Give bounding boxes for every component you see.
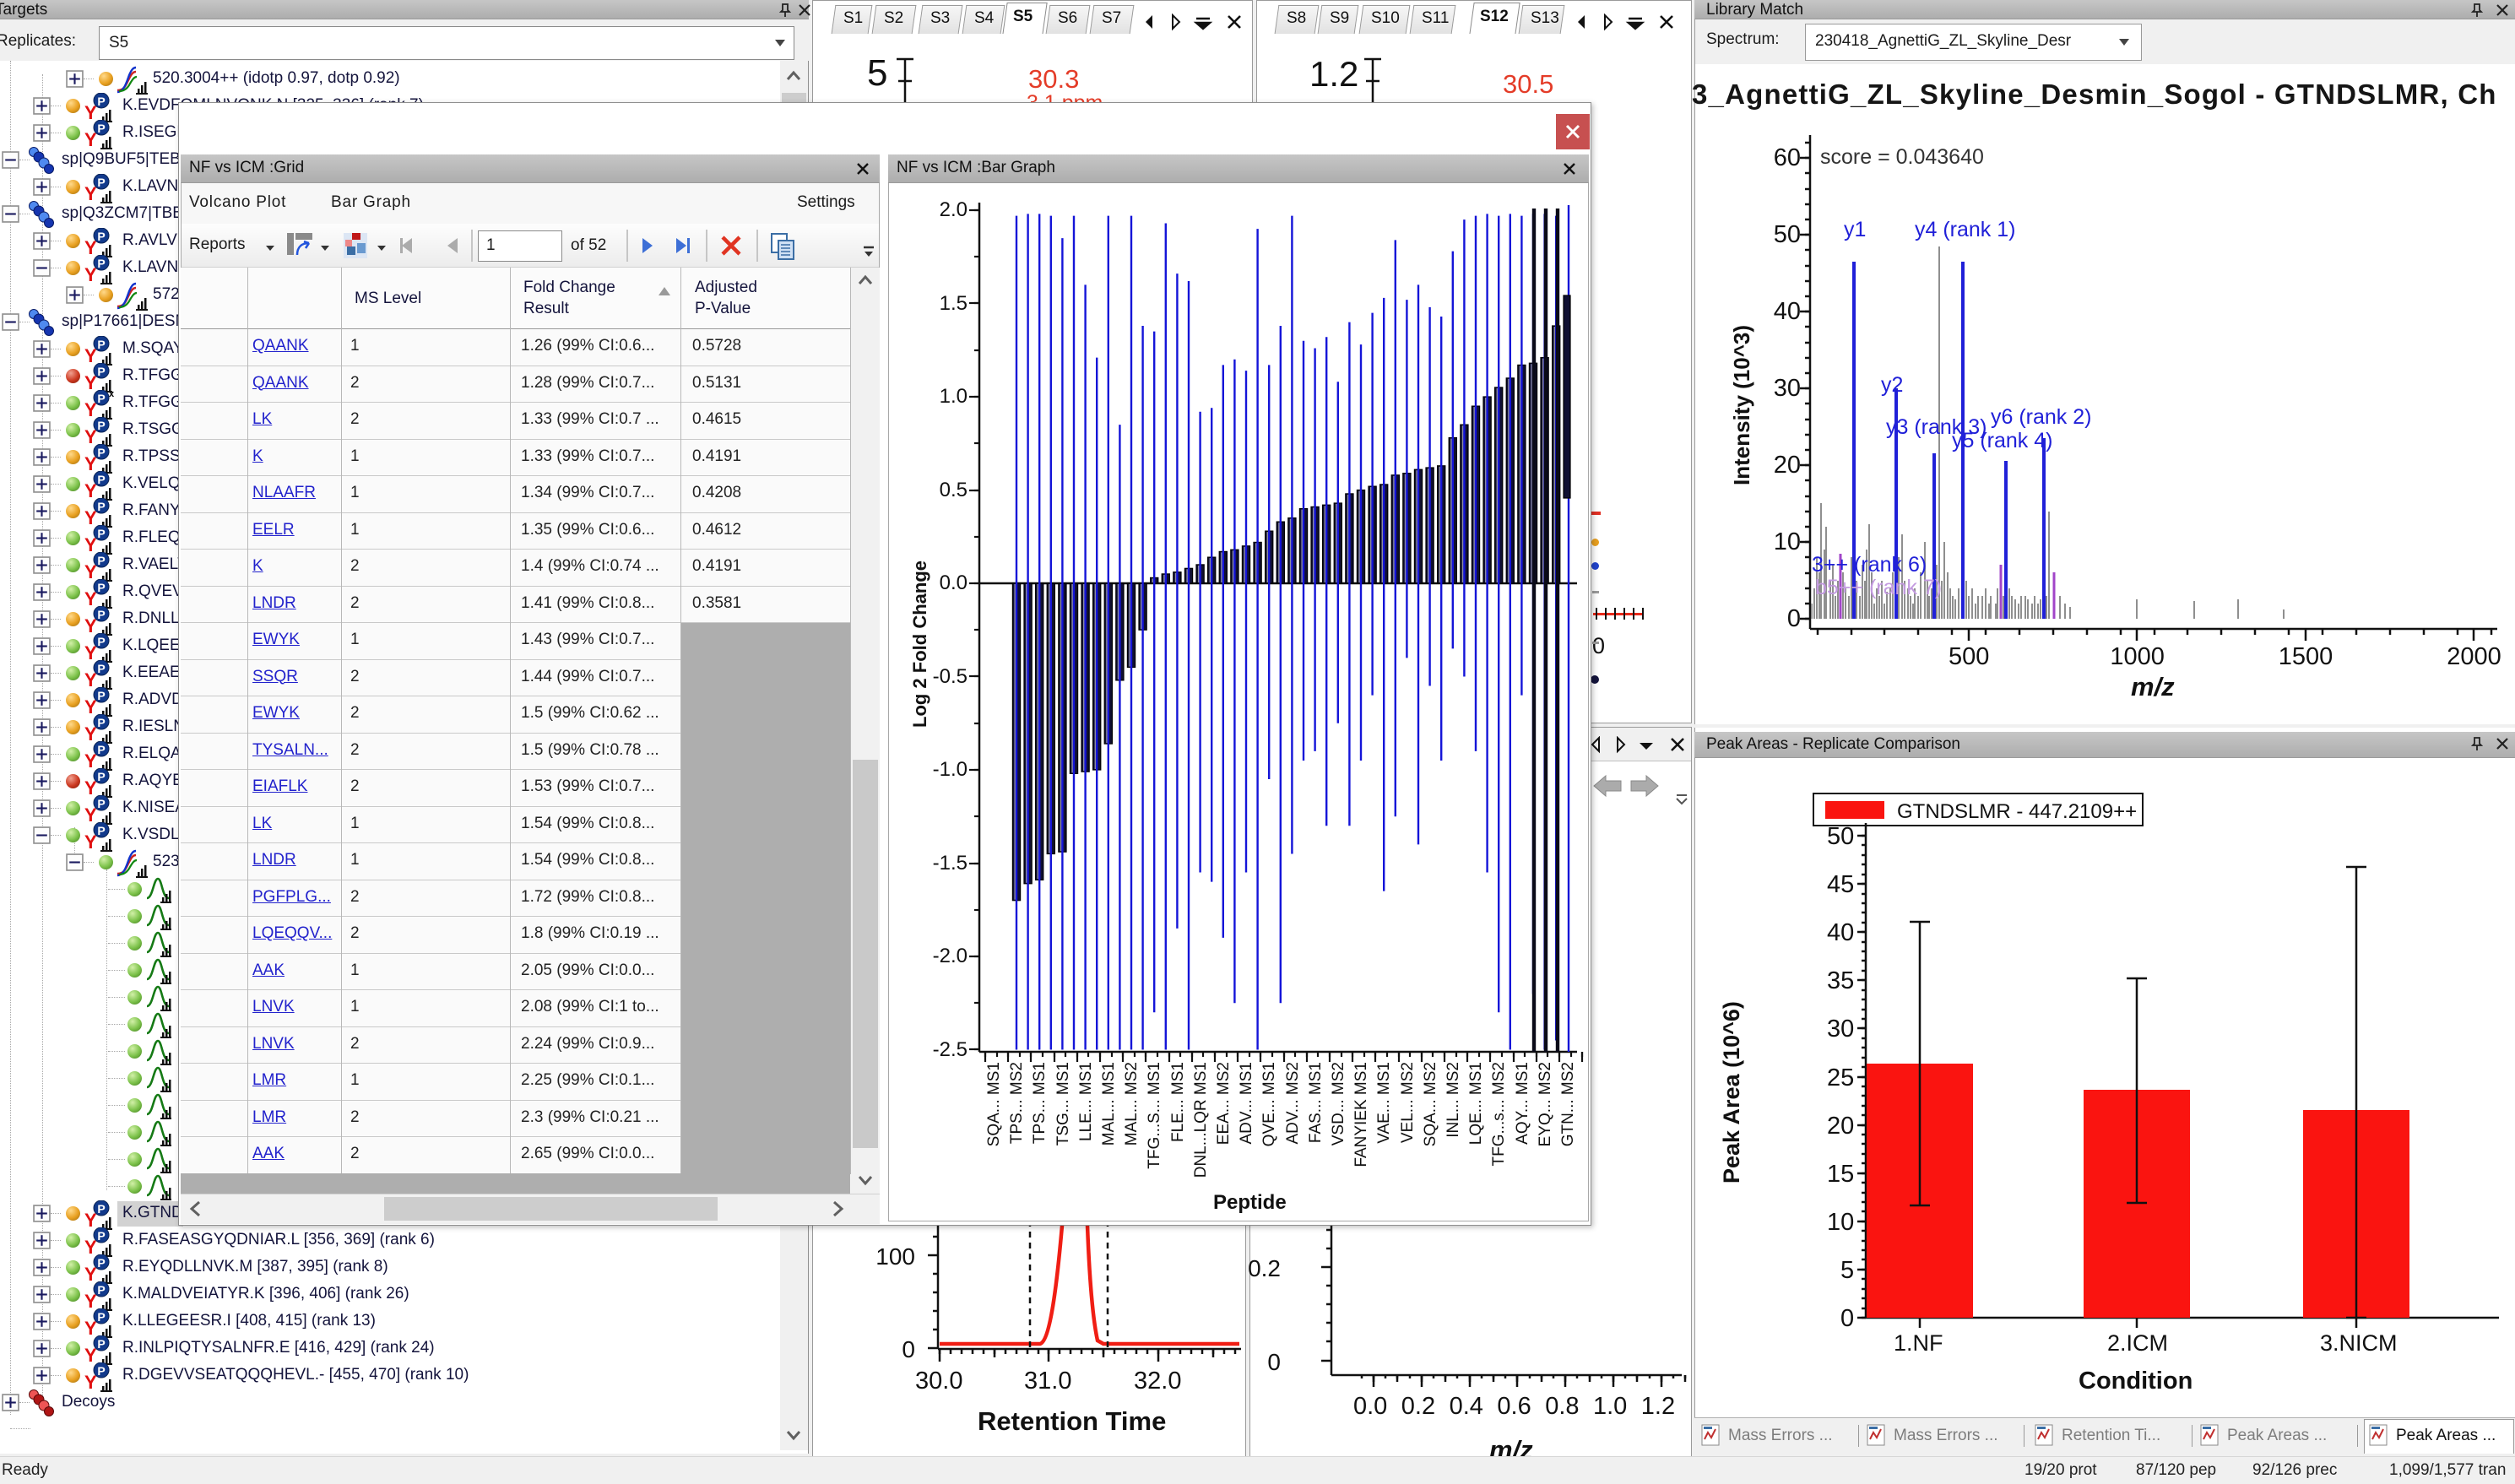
svg-text:Y: Y [84, 372, 97, 393]
svg-text:P: P [97, 1310, 105, 1324]
svg-text:P: P [97, 527, 105, 540]
svg-text:P: P [97, 689, 105, 702]
svg-text:Y: Y [84, 480, 97, 501]
svg-text:Y: Y [84, 831, 97, 853]
svg-text:Y: Y [84, 453, 97, 474]
svg-text:P: P [97, 797, 105, 810]
svg-text:P: P [97, 662, 105, 675]
svg-text:Y: Y [84, 1372, 97, 1393]
svg-text:P: P [97, 95, 105, 108]
svg-text:Y: Y [84, 1345, 97, 1366]
svg-text:Y: Y [84, 1291, 97, 1312]
svg-text:P: P [97, 1229, 105, 1243]
svg-text:Y: Y [84, 426, 97, 447]
svg-text:Y: Y [84, 669, 97, 691]
svg-text:P: P [97, 500, 105, 513]
svg-text:P: P [97, 176, 105, 189]
svg-text:P: P [97, 716, 105, 729]
svg-text:P: P [97, 743, 105, 756]
svg-text:P: P [97, 581, 105, 594]
svg-text:Y: Y [84, 264, 97, 285]
svg-text:P: P [97, 419, 105, 432]
svg-text:P: P [97, 1364, 105, 1378]
svg-text:Y: Y [84, 507, 97, 528]
svg-text:Y: Y [84, 399, 97, 420]
svg-text:Y: Y [84, 750, 97, 772]
svg-text:Y: Y [84, 1318, 97, 1339]
svg-text:P: P [97, 446, 105, 459]
svg-text:Y: Y [84, 723, 97, 745]
svg-text:P: P [97, 770, 105, 783]
svg-text:P: P [97, 554, 105, 567]
svg-text:Y: Y [84, 102, 97, 123]
svg-text:P: P [97, 122, 105, 135]
svg-text:Y: Y [84, 777, 97, 799]
svg-text:Y: Y [84, 804, 97, 826]
svg-text:P: P [97, 635, 105, 648]
svg-text:Y: Y [84, 129, 97, 150]
svg-text:Y: Y [84, 183, 97, 204]
svg-text:Y: Y [84, 615, 97, 636]
svg-text:Y: Y [84, 534, 97, 555]
svg-text:Y: Y [84, 1237, 97, 1258]
svg-text:Y: Y [84, 642, 97, 663]
svg-text:P: P [97, 473, 105, 486]
svg-text:Y: Y [84, 696, 97, 718]
svg-text:P: P [97, 1256, 105, 1270]
svg-text:Y: Y [84, 1210, 97, 1231]
svg-text:P: P [97, 1283, 105, 1297]
svg-text:x: x [109, 390, 115, 399]
svg-text:P: P [97, 1202, 105, 1216]
svg-text:Y: Y [84, 588, 97, 609]
svg-text:Y: Y [84, 345, 97, 366]
svg-text:Y: Y [84, 237, 97, 258]
svg-text:P: P [97, 257, 105, 270]
svg-text:P: P [97, 392, 105, 405]
svg-text:P: P [97, 1337, 105, 1351]
svg-text:Y: Y [84, 561, 97, 582]
svg-text:Y: Y [84, 1264, 97, 1285]
svg-text:P: P [97, 824, 105, 837]
svg-text:P: P [97, 338, 105, 351]
svg-text:P: P [97, 365, 105, 378]
svg-text:P: P [97, 608, 105, 621]
svg-text:P: P [97, 230, 105, 243]
